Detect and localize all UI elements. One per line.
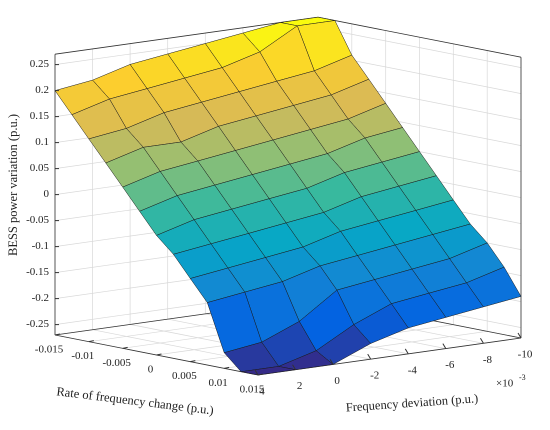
- y-tick-label: -6: [445, 359, 455, 371]
- x-tick: [88, 340, 94, 343]
- z-tick-label: 0.25: [30, 58, 50, 70]
- z-tick-label: 0: [44, 188, 50, 200]
- z-axis-label: BESS power variation (p.u.): [6, 114, 20, 256]
- y-axis-label: Frequency deviation (p.u.): [345, 391, 478, 414]
- y-tick-label: -10: [518, 349, 533, 361]
- z-tick-label: 0.15: [30, 110, 50, 122]
- y-tick-label: 2: [297, 380, 303, 392]
- y-tick: [367, 353, 372, 360]
- z-tick-label: 0.1: [35, 136, 49, 148]
- x-tick: [257, 373, 264, 376]
- x-tick-label: 0.015: [240, 384, 265, 396]
- z-tick-label: -0.05: [26, 214, 49, 226]
- x-tick-label: -0.005: [102, 357, 131, 369]
- x-tick-label: -0.01: [71, 350, 94, 362]
- x-tick-label: 0.01: [209, 377, 228, 389]
- x-tick-label: 0.005: [172, 370, 197, 382]
- y-tick: [292, 364, 297, 370]
- y-tick: [479, 338, 484, 344]
- y-tick-label: -8: [483, 354, 493, 366]
- y-tick: [404, 348, 409, 355]
- surface-patch: [240, 366, 296, 376]
- y-tick: [329, 359, 334, 365]
- z-tick-label: 0.05: [30, 162, 50, 174]
- y-tick: [442, 343, 447, 349]
- y-tick-label: 4: [259, 386, 265, 398]
- y-scale-base: ×10: [496, 378, 514, 390]
- z-tick-label: 0.2: [35, 84, 49, 96]
- x-tick: [156, 353, 162, 356]
- y-tick: [517, 332, 522, 339]
- x-tick-label: -0.015: [35, 344, 64, 356]
- x-axis-label: Rate of frequency change (p.u.): [56, 384, 215, 417]
- x-tick: [224, 366, 230, 369]
- x-tick-label: 0: [148, 364, 154, 376]
- x-tick: [190, 360, 196, 363]
- z-tick-label: -0.1: [32, 240, 49, 252]
- z-tick-label: -0.25: [26, 318, 49, 330]
- y-tick-label: -2: [370, 370, 379, 382]
- y-tick: [254, 369, 259, 376]
- z-tick-label: -0.15: [26, 266, 49, 278]
- z-tick-label: -0.2: [32, 292, 49, 304]
- y-tick-label: 0: [334, 375, 340, 387]
- y-scale-exponent: -3: [519, 373, 526, 382]
- y-tick-label: -4: [408, 364, 418, 376]
- x-tick: [122, 346, 128, 349]
- x-tick: [54, 333, 61, 336]
